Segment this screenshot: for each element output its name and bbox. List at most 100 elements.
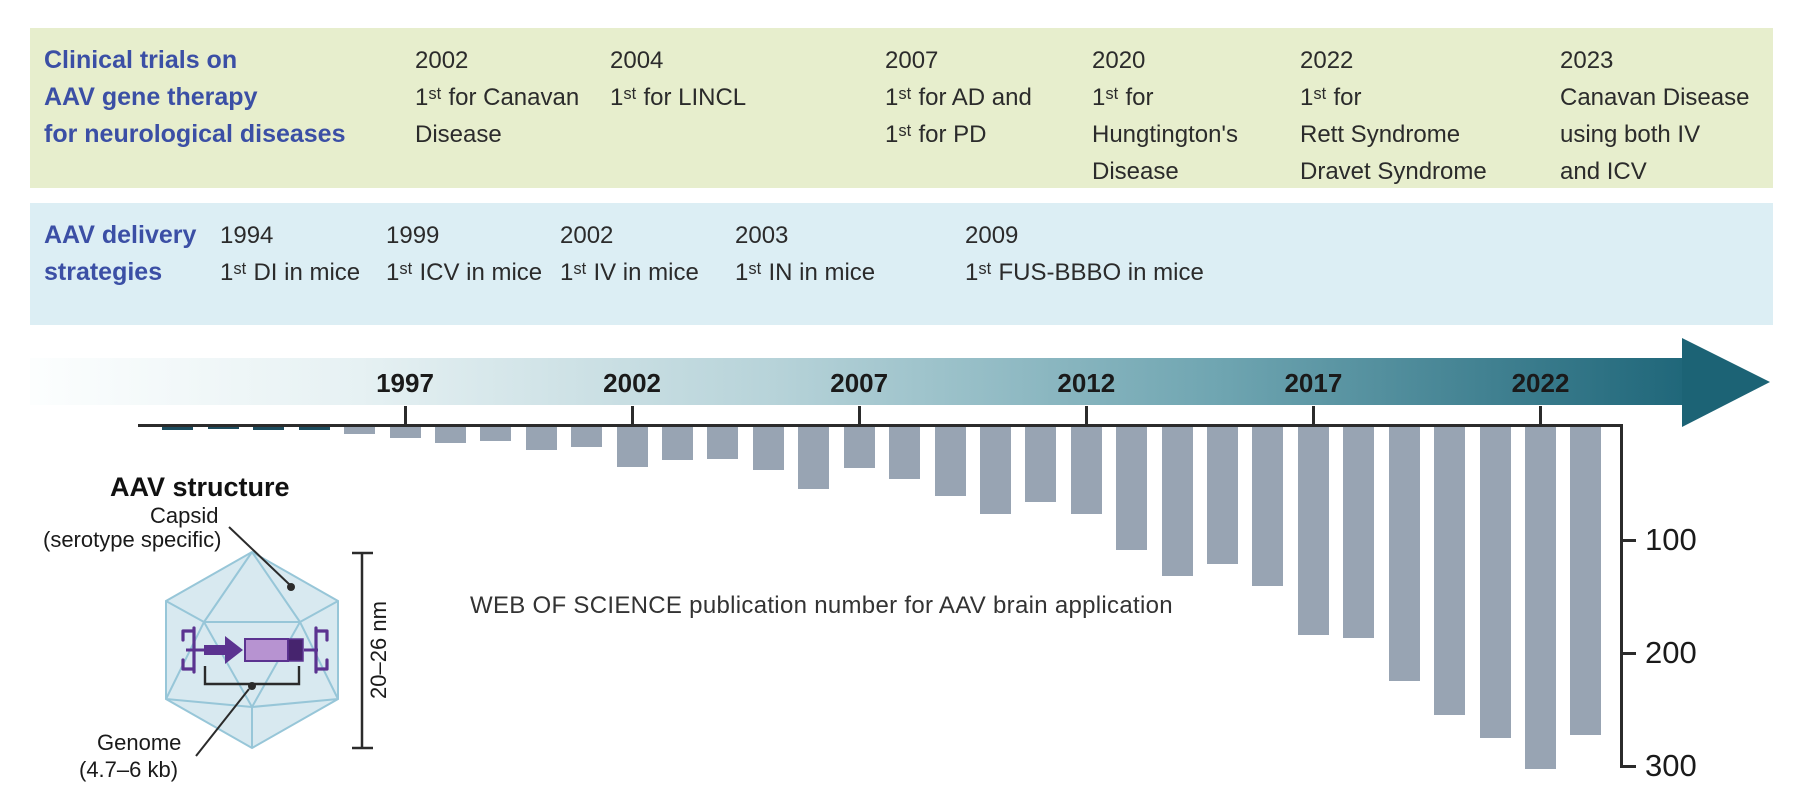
chart-baseline-axis [138,424,1620,427]
milestone-text: 1ˢᵗ for [1092,84,1154,111]
publication-bar-2019 [1388,427,1420,682]
milestone-column-2022: 2022 1ˢᵗ for Rett Syndrome Dravet Syndrome [1300,42,1487,190]
timeline-year-label: 2022 [1511,368,1570,398]
publication-bar-1994 [253,427,285,431]
milestone-column-1994: 1994 1ˢᵗ DI in mice [220,217,360,291]
size-label: 20–26 nm [366,601,391,699]
clinical-band-title: Clinical trials on AAV gene therapy for … [44,42,346,153]
milestone-year: 2004 [610,47,664,74]
timeline-tick [630,406,634,426]
y-axis-tick [1620,764,1636,768]
genome-sublabel: (4.7–6 kb) [79,757,179,782]
milestone-column-1999: 1999 1ˢᵗ ICV in mice [386,217,542,291]
chart-y-axis [1620,424,1623,768]
publication-bar-2000 [525,427,557,450]
right-itr-icon [314,626,329,674]
milestone-text: Hungtington's [1092,121,1239,148]
milestone-column-2023: 2023 Canavan Disease using both IV and ICV [1560,42,1749,190]
y-axis-label: 200 [1645,635,1697,670]
milestone-text: 1ˢᵗ DI in mice [220,259,361,286]
timeline-year-label: 2007 [830,368,889,398]
publication-bar-2014 [1161,427,1193,577]
publication-bar-2015 [1207,427,1239,564]
publication-bar-2021 [1479,427,1511,738]
milestone-column-2020: 2020 1ˢᵗ for Hungtington's Disease [1092,42,1238,190]
milestone-text: 1ˢᵗ IV in mice [560,259,699,286]
milestone-text: 1ˢᵗ for LINCL [610,84,747,111]
publication-bar-1995 [298,427,330,431]
milestone-text: and ICV [1560,158,1647,185]
publication-bar-1997 [389,427,421,439]
aav-structure-title: AAV structure [110,472,290,502]
timeline-year-label: 2017 [1284,368,1343,398]
gene-box-icon [244,638,289,662]
publication-bar-2011 [1025,427,1057,502]
left-itr-icon [181,626,196,674]
capsid-pointer-line [228,526,291,586]
timeline-year-label: 2002 [603,368,662,398]
timeline-tick [857,406,861,426]
publication-bar-1996 [344,427,376,434]
genome-pointer-line [195,688,250,757]
milestone-text: 1ˢᵗ for Canavan [415,84,580,111]
y-axis-tick [1620,538,1636,542]
milestone-year: 2002 [415,47,469,74]
clinical-trials-band: Clinical trials on AAV gene therapy for … [30,28,1773,188]
publication-bar-2010 [979,427,1011,514]
timeline-tick [1539,406,1542,426]
milestone-text: 1ˢᵗ for AD and [885,84,1032,111]
publication-bar-2023 [1570,427,1602,736]
publication-bar-2018 [1343,427,1375,639]
timeline-arrow-shaft [30,358,1682,405]
milestone-text: 1ˢᵗ for [1300,84,1362,111]
publication-bar-2001 [571,427,603,448]
milestone-year: 1994 [220,222,274,249]
milestone-column-2002: 2002 1ˢᵗ for Canavan Disease [415,42,579,153]
chart-caption: WEB OF SCIENCE publication number for AA… [470,592,1173,619]
timeline-tick [1084,406,1088,426]
milestone-column-2004: 2004 1ˢᵗ for LINCL [610,42,746,116]
aav-structure-illustration: 20–26 nm [165,526,391,757]
capsid-sublabel: (serotype specific) [43,527,222,552]
publication-bar-2020 [1434,427,1466,716]
milestone-text: Dravet Syndrome [1300,158,1487,185]
publication-bar-2003 [662,427,694,460]
publication-bar-2005 [752,427,784,470]
milestone-year: 2022 [1300,47,1354,74]
milestone-column-2007: 2007 1ˢᵗ for AD and 1ˢᵗ for PD [885,42,1032,153]
milestone-year: 2003 [735,222,789,249]
publication-bar-2004 [707,427,739,459]
delivery-strategies-band: AAV delivery strategies 1994 1ˢᵗ DI in mi… [30,203,1773,325]
y-axis-tick [1620,651,1636,655]
milestone-column-2003: 2003 1ˢᵗ IN in mice [735,217,875,291]
milestone-year: 2007 [885,47,939,74]
timeline-arrow-head-icon [1682,338,1770,427]
publication-bar-2013 [1116,427,1148,551]
genome-cassette-icon [181,626,329,674]
milestone-text: Disease [1092,158,1179,185]
timeline-year-label: 1997 [376,368,434,398]
clinical-title-line: for neurological diseases [44,120,346,148]
milestone-text: Canavan Disease [1560,84,1750,111]
milestone-year: 2009 [965,222,1019,249]
publication-bar-1993 [207,427,239,429]
y-axis-label: 300 [1645,748,1697,783]
publication-bar-2012 [1070,427,1102,514]
capsid-label: Capsid [150,503,219,528]
milestone-text: 1ˢᵗ ICV in mice [386,259,543,286]
milestone-column-2009: 2009 1ˢᵗ FUS-BBBO in mice [965,217,1204,291]
publication-bar-2016 [1252,427,1284,587]
publication-bar-2006 [798,427,830,490]
delivery-band-title: AAV delivery strategies [44,217,196,291]
clinical-title-line: AAV gene therapy [44,83,258,111]
publication-bar-2009 [934,427,966,496]
milestone-text: 1ˢᵗ FUS-BBBO in mice [965,259,1204,286]
milestone-year: 2023 [1560,47,1614,74]
size-measure-line [352,551,373,750]
publication-bar-2002 [616,427,648,467]
milestone-text: using both IV [1560,121,1701,148]
milestone-year: 1999 [386,222,440,249]
milestone-year: 2002 [560,222,614,249]
timeline-tick [403,406,407,426]
